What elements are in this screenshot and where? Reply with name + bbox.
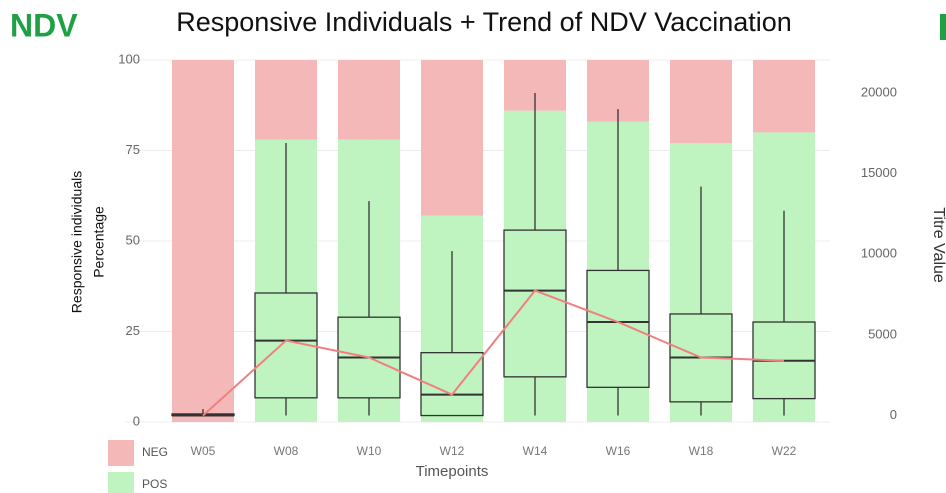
y2-tick-label: 15000 xyxy=(861,165,897,180)
bar-segment xyxy=(172,60,234,422)
legend-swatch xyxy=(108,440,134,466)
x-tick-label: W14 xyxy=(523,444,548,458)
legend-swatch xyxy=(108,472,134,493)
box xyxy=(254,292,318,399)
y-tick-label: 25 xyxy=(126,323,140,338)
x-tick-label: W10 xyxy=(357,444,382,458)
y-tick-label: 100 xyxy=(118,51,140,66)
bar-segment xyxy=(421,60,483,216)
x-tick-label: W22 xyxy=(772,444,797,458)
box xyxy=(503,229,567,378)
trend-line xyxy=(202,289,785,417)
bar-segment xyxy=(338,60,400,140)
x-tick-label: W16 xyxy=(606,444,631,458)
box xyxy=(586,269,650,388)
x-tick-label: W08 xyxy=(274,444,299,458)
y2-tick-label: 20000 xyxy=(861,84,897,99)
y-tick-label: 75 xyxy=(126,142,140,157)
legend-label: POS xyxy=(142,477,167,491)
bar-segment xyxy=(255,60,317,140)
y2-axis-title: Titre Value xyxy=(930,207,946,283)
cut-letter xyxy=(940,14,946,40)
y2-tick-label: 10000 xyxy=(861,246,897,261)
y2-tick-label: 5000 xyxy=(868,326,897,341)
x-tick-label: W12 xyxy=(440,444,465,458)
legend-label: NEG xyxy=(142,445,168,459)
x-tick-label: W18 xyxy=(689,444,714,458)
y-axis-title: Percentage xyxy=(91,206,107,278)
box xyxy=(420,352,484,417)
y2-tick-label: 0 xyxy=(890,407,897,422)
y-axis-title: Responsive individuals xyxy=(69,171,85,313)
bar-segment xyxy=(753,60,815,133)
bar-segment xyxy=(670,60,732,144)
section-label: NDV xyxy=(10,7,78,43)
x-axis-title: Timepoints xyxy=(416,463,489,480)
y-tick-label: 0 xyxy=(133,413,140,428)
x-tick-label: W05 xyxy=(191,444,216,458)
y-tick-label: 50 xyxy=(126,232,140,247)
chart-title: Responsive Individuals + Trend of NDV Va… xyxy=(176,7,792,37)
